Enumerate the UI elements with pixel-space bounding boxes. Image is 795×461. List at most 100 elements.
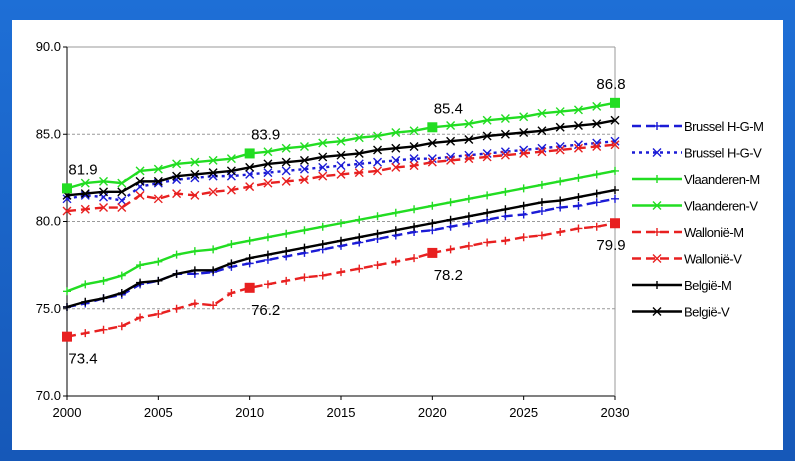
data-point [556,203,565,212]
data-point [501,236,510,245]
data-point [281,143,291,153]
data-point [391,226,400,235]
x-tick-label: 2010 [235,405,264,420]
data-point [464,212,473,221]
data-point [263,159,273,169]
data-point [573,105,583,115]
data-point [555,107,565,117]
data-point [446,136,456,146]
data-point [154,257,163,266]
data-point [209,266,218,275]
data-point [136,261,145,270]
data-point [500,150,510,160]
data-point [226,166,236,176]
data-point [80,178,90,188]
data-point [556,196,565,205]
data-point [500,129,510,139]
data-point [355,264,364,273]
data-point [172,171,182,181]
data-point [81,297,90,306]
data-point [464,154,474,164]
highlight-marker [427,247,438,258]
data-point [209,245,218,254]
data-point [300,226,309,235]
data-point [537,207,546,216]
data-point [610,140,620,150]
data-point [501,205,510,214]
y-tick-label: 90.0 [36,39,61,54]
data-point [409,126,419,136]
data-point [519,148,529,158]
data-point [464,219,473,228]
data-point [501,187,510,196]
data-point [318,240,327,249]
data-point [574,173,583,182]
data-point [226,154,236,164]
data-point [464,134,474,144]
data-point [446,215,455,224]
data-point [446,198,455,207]
data-point [391,208,400,217]
y-tick-label: 75.0 [36,301,61,316]
data-point [519,210,528,219]
highlight-marker [62,183,72,194]
data-point [63,287,71,296]
annotations: 81.9 83.9 85.4 86.8 73.4 76.2 78.2 79.9 [62,76,626,368]
legend-entry: Wallonië-V [632,252,743,267]
data-point [373,261,382,270]
data-point [227,259,236,268]
data-point [99,276,108,285]
data-point [409,154,419,164]
data-point [153,194,163,204]
data-point [592,101,602,111]
legend-entry: België-V [632,305,730,320]
data-point [428,226,437,235]
data-point [172,269,181,278]
data-point [62,206,72,216]
data-point [318,162,328,172]
data-point [555,122,565,132]
data-point [556,227,565,236]
data-point [391,143,401,153]
data-point [153,176,163,186]
data-label: 79.9 [596,237,625,254]
series-5 [62,140,620,216]
data-point [611,186,619,195]
data-point [117,187,127,197]
data-point [354,159,364,169]
series-6 [63,186,619,312]
legend-entry: Brussel H-G-V [632,146,763,161]
data-point [611,194,619,203]
data-point [263,250,272,259]
data-point [337,268,345,277]
data-point [592,141,602,151]
data-point [190,169,200,179]
data-point [80,204,90,214]
data-point [81,329,90,338]
data-point [172,250,181,259]
data-point [281,176,291,186]
data-point [427,157,437,167]
y-tick-label: 80.0 [36,214,61,229]
data-point [282,247,291,256]
data-point [190,190,200,200]
data-label: 85.4 [434,100,463,117]
data-point [245,162,255,172]
data-point [136,313,145,322]
chart-frame: 70.0 75.0 80.0 85.0 90.0 2000 2005 2010 2015 2020… [12,20,783,450]
data-point [573,143,583,153]
legend-marker [653,281,661,289]
x-tick-label: 2015 [327,405,356,420]
data-point [263,233,272,242]
data-point [190,266,199,275]
data-point [190,299,199,308]
data-point [99,203,109,213]
data-point [336,161,346,171]
legend-label: Vlaanderen-M [684,172,760,187]
x-tick-label: 2005 [144,405,173,420]
data-point [336,169,346,179]
data-point [611,166,619,175]
legend: Brussel H-G-M Brussel H-G-V Vlaanderen-M Vl… [632,119,764,320]
legend-marker [653,228,661,236]
data-point [263,147,273,157]
